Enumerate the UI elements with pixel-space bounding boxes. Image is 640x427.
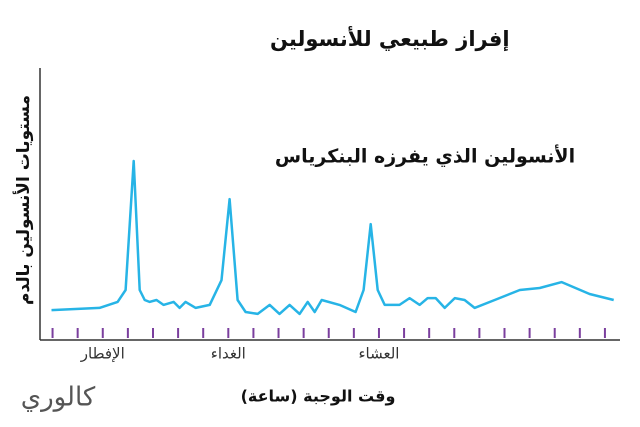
brand-logo: كالوري (21, 383, 96, 413)
x-tick-label: الإفطار (80, 345, 125, 363)
annotation: الأنسولين الذي يفرزه البنكرياس (275, 145, 575, 169)
x-tick-label: الغداء (211, 345, 246, 363)
x-axis-label: وقت الوجبة (ساعة) (241, 387, 396, 406)
y-axis-label: مستويات الأنسولين بالدم (13, 95, 34, 305)
insulin-line (51, 159, 615, 316)
chart-title: إفراز طبيعي للأنسولين (270, 25, 510, 51)
x-tick-label: العشاء (358, 345, 399, 363)
